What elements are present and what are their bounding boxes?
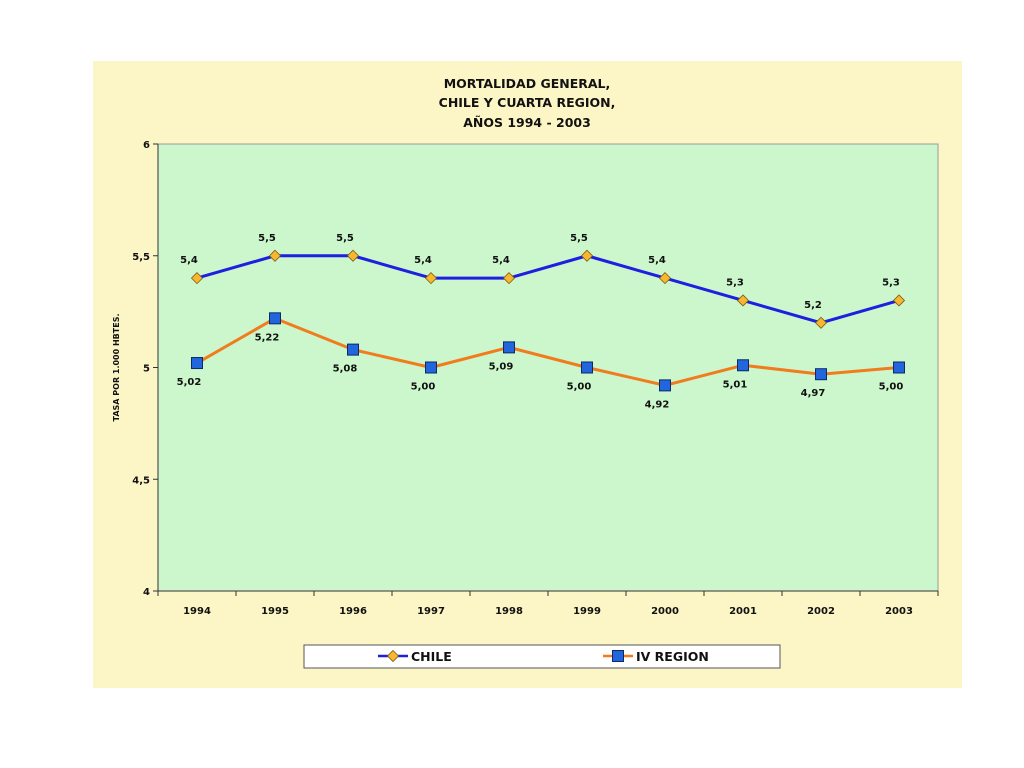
data-point-marker [893,361,905,374]
chart-title-line-2: CHILE Y CUARTA REGION, [439,95,616,110]
data-point-marker [659,379,671,392]
data-label: 5,5 [570,233,588,244]
legend: CHILE IV REGION [303,644,781,669]
data-point-marker [424,272,438,285]
x-tick-label: 2003 [885,606,913,617]
legend-marker [386,649,400,663]
data-label: 4,97 [801,388,826,399]
x-tick-label: 1996 [339,606,367,617]
data-label: 5,5 [336,233,354,244]
data-label: 5,00 [567,382,592,393]
data-label: 4,92 [645,399,670,410]
series-layer: 5,45,5 5,55,4 5,45,55,45,35,25,35,025,225,… [177,233,906,410]
y-tick-label: 5,5 [132,252,150,263]
x-tick-label: 2002 [807,606,835,617]
data-label: 5,4 [492,255,510,266]
chart-panel: MORTALIDAD GENERAL, CHILE Y CUARTA REGIO… [93,61,962,688]
chart-title-line-3: AÑOS 1994 - 2003 [463,115,591,130]
data-label: 5,00 [879,382,904,393]
legend-box [303,644,781,669]
data-point-marker [892,294,906,307]
data-point-marker [347,343,359,356]
y-tick-label: 5 [143,364,150,375]
line-chart: MORTALIDAD GENERAL, CHILE Y CUARTA REGIO… [112,76,939,669]
legend-entry: CHILE [378,649,452,664]
x-tick-label: 1998 [495,606,523,617]
legend-entry: IV REGION [603,649,709,664]
series-line [196,254,900,325]
data-point-marker [425,361,437,374]
data-point-marker [502,272,516,285]
chart-title: MORTALIDAD GENERAL, CHILE Y CUARTA REGIO… [439,76,616,130]
y-tick-label: 4 [143,587,150,598]
x-tick-label: 1994 [183,606,211,617]
data-point-marker [814,316,828,329]
data-label: 5,00 [411,382,436,393]
x-tick-label: 1999 [573,606,601,617]
data-point-marker [503,341,515,354]
data-point-marker [269,312,281,325]
data-point-marker [268,249,282,262]
x-tick-label: 2000 [651,606,679,617]
data-point-marker [580,249,594,262]
series-line [196,316,900,387]
data-label: 5,4 [180,255,198,266]
data-point-marker [346,249,360,262]
data-label: 5,5 [258,233,276,244]
data-point-marker [190,272,204,285]
data-label: 5,09 [489,361,514,372]
y-tick-label: 4,5 [132,475,150,486]
data-label: 5,02 [177,377,202,388]
data-label: 5,4 [414,255,432,266]
data-label: 5,2 [804,300,822,311]
y-axis-label: TASA POR 1.000 HBTES. [112,314,121,422]
x-tick-label: 1997 [417,606,445,617]
legend-marker [612,650,624,662]
series-iv-region: 5,02 5,22 5,08 5,00 5,09 5,00 4,92 5,01 4,97 5,00 [177,312,905,410]
data-label: 5,01 [723,379,748,390]
plot-area [157,143,939,592]
data-label: 5,4 [648,255,666,266]
series-chile: 5,4 5,5 5,5 5,4 5,4 5,5 5,4 5,3 5,2 5,3 [180,233,906,329]
data-label: 5,22 [255,332,280,343]
data-point-marker [581,361,593,374]
data-label: 5,08 [333,364,358,375]
data-label: 5,3 [726,277,744,288]
x-tick-label: 2001 [729,606,757,617]
data-point-marker [658,272,672,285]
legend-label: IV REGION [636,649,709,664]
data-label: 5,3 [882,277,900,288]
data-point-marker [191,357,203,370]
data-point-marker [815,368,827,381]
data-point-marker [737,359,749,372]
x-tick-label: 1995 [261,606,289,617]
y-tick-label: 6 [143,140,150,151]
legend-label: CHILE [411,649,452,664]
data-point-marker [736,294,750,307]
axes: 4 4,5 5 5,5 6 1994 1995 1996 1997 1998 1999 2000 200… [132,140,939,617]
chart-title-line-1: MORTALIDAD GENERAL, [444,76,611,91]
